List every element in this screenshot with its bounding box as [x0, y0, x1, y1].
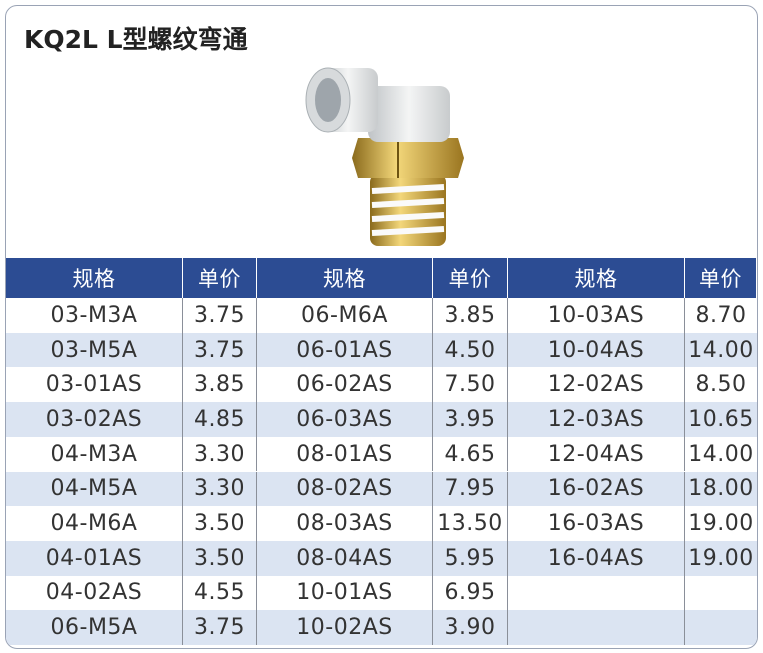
table-cell: 12-04AS	[508, 436, 685, 472]
row-background	[6, 506, 757, 541]
table-cell: 08-02AS	[257, 471, 433, 507]
row-background	[6, 332, 757, 368]
empty-cell	[685, 576, 757, 611]
empty-cell	[508, 610, 685, 645]
row-background	[6, 610, 757, 645]
table-cell: 10-02AS	[257, 610, 433, 645]
table-cell: 06-M6A	[257, 298, 433, 333]
empty-cell	[508, 575, 685, 611]
table-cell: 03-M5A	[6, 332, 183, 368]
table-cell: 8.50	[695, 372, 747, 398]
table-cell: 3.75	[183, 332, 257, 368]
table-cell: 08-01AS	[257, 436, 433, 472]
table-cell: 10-01AS	[257, 575, 433, 611]
table-cell: 18.00	[688, 476, 754, 502]
title: KQ2L L型螺纹弯通	[24, 25, 248, 54]
table-cell: 3.50	[183, 540, 257, 576]
table-cell: 08-03AS	[257, 506, 433, 541]
row-background	[6, 402, 757, 437]
price-table: 规格 单价 规格 单价 规格 单价 03-M3A 3.75 06-M6A 3.85 10-03AS 8…	[6, 258, 757, 648]
column-header: 规格	[508, 258, 685, 298]
table-cell: 3.50	[183, 506, 257, 541]
table-cell: 5.95	[433, 540, 508, 576]
table-cell: 3.95	[433, 402, 508, 437]
table-cell: 03-02AS	[6, 402, 183, 437]
table-cell: 3.75	[183, 298, 257, 333]
table-cell: 3.85	[433, 298, 508, 333]
table-cell: 12-03AS	[508, 402, 685, 437]
row-background	[6, 436, 757, 472]
row-background	[6, 471, 757, 507]
table-cell: 10-03AS	[508, 298, 685, 333]
table-cell: 06-01AS	[257, 332, 433, 368]
table-cell: 14.00	[688, 441, 754, 467]
card: KQ2L L型螺纹弯通 规格 单价 规格 单价 规格 单价 03-M3A 3.75 06-M6A…	[5, 5, 758, 649]
table-cell: 12-02AS	[508, 367, 685, 403]
empty-cell	[685, 610, 757, 645]
table-cell: 3.30	[183, 471, 257, 507]
table-cell: 16-04AS	[508, 540, 685, 576]
table-cell: 7.95	[433, 471, 508, 507]
table-cell: 3.75	[183, 610, 257, 645]
column-header: 单价	[433, 258, 508, 298]
table-cell: 4.65	[433, 436, 508, 472]
table-cell: 4.50	[433, 332, 508, 368]
table-cell: 03-M3A	[6, 298, 183, 333]
table-cell: 4.55	[183, 575, 257, 611]
row-background	[6, 540, 757, 576]
table-cell: 04-01AS	[6, 540, 183, 576]
table-cell: 19.00	[688, 511, 754, 537]
table-cell: 13.50	[433, 506, 508, 541]
table-cell: 4.85	[183, 402, 257, 437]
table-cell: 08-04AS	[257, 540, 433, 576]
table-cell: 3.85	[183, 367, 257, 403]
column-header: 规格	[6, 258, 183, 298]
row-background	[6, 575, 757, 611]
table-cell: 04-M6A	[6, 506, 183, 541]
table-cell: 7.50	[433, 367, 508, 403]
table-cell: 6.95	[433, 575, 508, 611]
table-cell: 10.65	[688, 406, 754, 432]
row-background	[6, 298, 757, 333]
table-cell: 06-M5A	[6, 610, 183, 645]
row-background	[6, 367, 757, 403]
column-header: 单价	[183, 258, 257, 298]
table-cell: 8.70	[695, 302, 747, 328]
table-cell: 16-02AS	[508, 471, 685, 507]
product-image	[305, 67, 464, 246]
table-cell: 03-01AS	[6, 367, 183, 403]
column-header: 单价	[685, 258, 757, 298]
table-cell: 19.00	[688, 545, 754, 571]
table-cell: 10-04AS	[508, 332, 685, 368]
table-cell: 14.00	[688, 337, 754, 363]
table-cell: 16-03AS	[508, 506, 685, 541]
table-cell: 06-02AS	[257, 367, 433, 403]
table-cell: 04-M5A	[6, 471, 183, 507]
table-cell: 04-M3A	[6, 436, 183, 472]
table-cell: 3.90	[433, 610, 508, 645]
column-header: 规格	[257, 258, 433, 298]
table-cell: 3.30	[183, 436, 257, 472]
table-cell: 04-02AS	[6, 575, 183, 611]
table-cell: 06-03AS	[257, 402, 433, 437]
